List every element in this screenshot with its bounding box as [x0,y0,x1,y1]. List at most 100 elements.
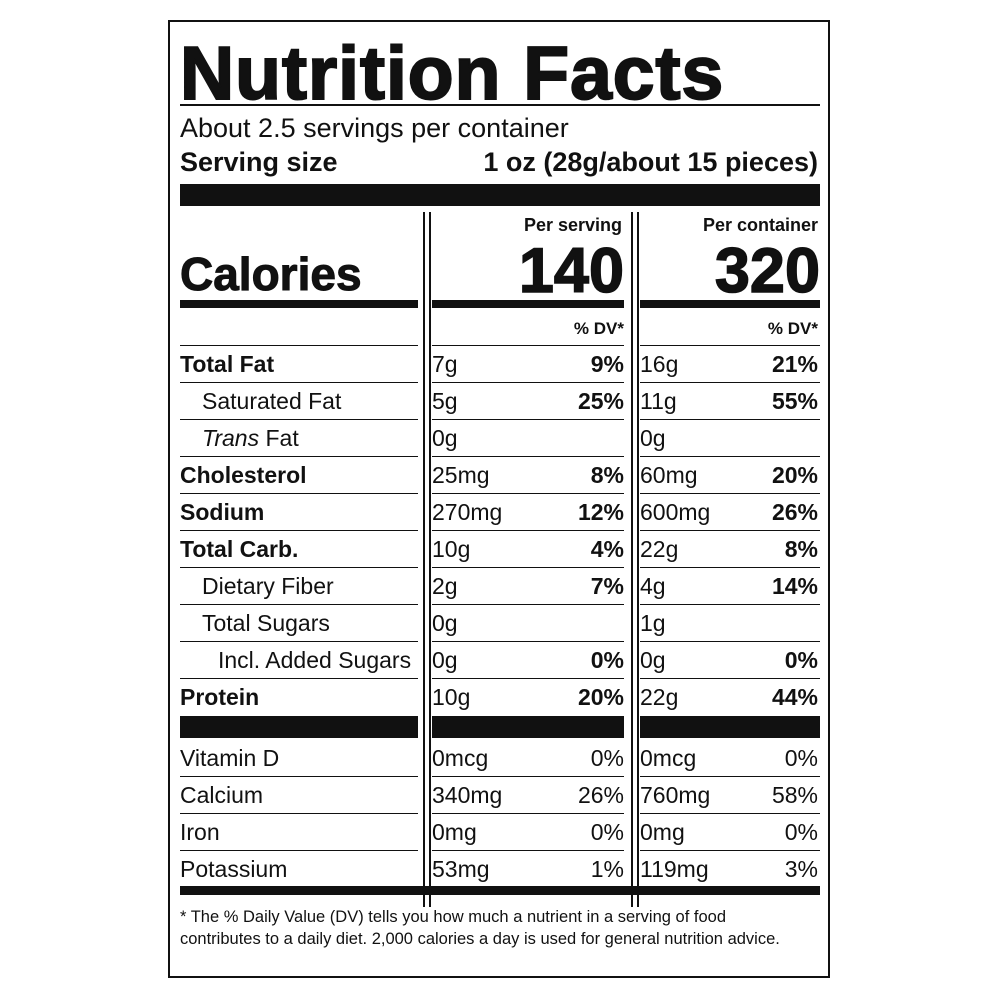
row-divider [180,604,418,605]
container-amount-value: 0g [640,425,666,451]
calories-label: Calories [180,248,363,301]
row-divider [432,604,624,605]
nutrient-name: Sodium [180,499,265,525]
row-divider [432,419,624,420]
row-divider [180,530,418,531]
container-dv-value: 0% [784,647,818,673]
container-amount-value: 0mg [640,819,685,845]
container-dv-value: 0% [784,819,818,845]
row-divider [640,456,820,457]
container-dv-value: 3% [784,856,818,882]
serving-dv-value: 20% [577,684,624,710]
serving-dv-value [532,420,624,457]
container-amount-value: 60mg [640,462,698,488]
container-dv-value: 44% [771,684,818,710]
nutrient-name: Saturated Fat [202,388,342,414]
serving-amount-value: 0g [432,425,458,451]
table-row: Total Fat 7g 9% 16g 21% [170,346,830,383]
row-divider [640,604,820,605]
serving-amount-value: 0mg [432,819,477,845]
nutrient-name: Incl. Added Sugars [218,647,412,673]
nutrient-name: Vitamin D [180,745,280,771]
serving-size-value: 1 oz (28g/about 15 pieces) [483,147,818,177]
serving-amount-value: 5g [432,388,458,414]
row-divider [180,641,418,642]
serving-dv-value: 12% [577,499,624,525]
nutrient-name: Calcium [180,782,264,808]
row-divider [432,567,624,568]
serving-amount-value: 53mg [432,856,490,882]
column-divider [637,212,639,907]
serving-dv-value: 0% [590,647,624,673]
container-amount-value: 22g [640,536,679,562]
table-row: Protein 10g 20% 22g 44% [170,679,830,716]
row-divider [432,382,624,383]
row-divider [640,567,820,568]
serving-dv-value: 25% [577,388,624,414]
container-dv-value: 58% [771,782,818,808]
row-divider [180,567,418,568]
nutrition-facts-label: Nutrition Facts About 2.5 servings per c… [168,20,830,978]
row-divider [432,850,624,851]
row-divider [640,382,820,383]
thick-rule-mid [640,716,820,738]
row-divider [640,345,820,346]
container-amount-value: 760mg [640,782,711,808]
container-amount-value: 0g [640,647,666,673]
serving-amount-value: 270mg [432,499,503,525]
table-row: Saturated Fat 5g 25% 11g 55% [170,383,830,420]
serving-amount-value: 10g [432,536,471,562]
nutrient-name: Cholesterol [180,462,307,488]
thick-rule-mid [180,716,418,738]
row-divider [640,493,820,494]
row-divider [432,678,624,679]
nutrient-name-italic: Trans [202,425,260,451]
serving-dv-value: 26% [577,782,624,808]
thick-rule-mid [432,716,624,738]
per-container-header: Per container [702,215,818,235]
serving-dv-value: 7% [590,573,624,599]
calories-per-serving: 140 [518,235,625,307]
container-amount-value: 4g [640,573,666,599]
dv-header-serving: % DV* [573,319,624,338]
nutrient-name: Total Sugars [202,610,330,636]
nutrient-name: Total Carb. [180,536,299,562]
row-divider [640,678,820,679]
serving-dv-value: 0% [590,819,624,845]
serving-dv-value: 4% [590,536,624,562]
row-divider [432,641,624,642]
nutrient-name: Dietary Fiber [202,573,334,599]
row-divider [180,776,418,777]
table-row: Trans Fat 0g 0g [170,420,830,457]
nutrient-name: Iron [180,819,220,845]
table-row: Incl. Added Sugars 0g 0% 0g 0% [170,642,830,679]
row-divider [640,776,820,777]
row-divider [432,456,624,457]
serving-size-label: Serving size [180,147,338,177]
container-amount-value: 22g [640,684,679,710]
row-divider [432,345,624,346]
table-row: Total Carb. 10g 4% 22g 8% [170,531,830,568]
serving-amount-value: 0g [432,647,458,673]
row-divider [640,641,820,642]
nutrient-name: Potassium [180,856,288,882]
serving-amount-value: 25mg [432,462,490,488]
container-dv-value: 26% [771,499,818,525]
thick-rule-bottom [180,886,820,895]
container-dv-value [740,420,818,457]
serving-dv-value: 9% [590,351,624,377]
row-divider [432,530,624,531]
serving-amount-value: 340mg [432,782,503,808]
nutrient-name-rest: Fat [259,425,299,451]
row-divider [640,850,820,851]
row-divider [432,813,624,814]
serving-amount-value: 10g [432,684,471,710]
container-dv-value: 20% [771,462,818,488]
container-dv-value: 55% [771,388,818,414]
dv-header-container: % DV* [767,319,818,338]
row-divider [640,813,820,814]
container-amount-value: 11g [640,388,677,414]
calories-rule [180,300,418,308]
serving-dv-value: 8% [590,462,624,488]
thick-rule-top [180,184,820,206]
